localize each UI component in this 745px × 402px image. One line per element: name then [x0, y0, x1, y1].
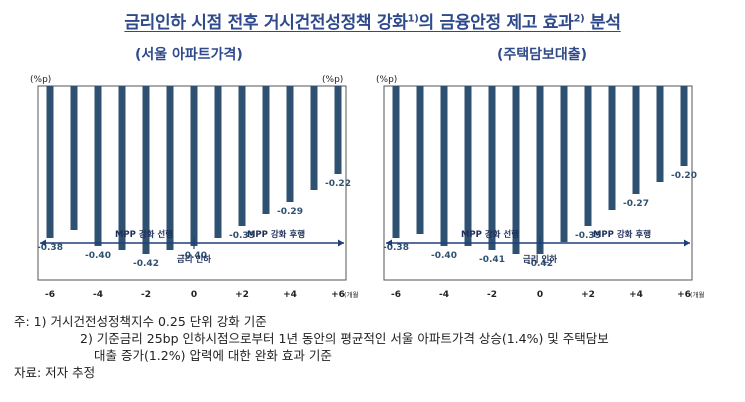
left-bar-chart: (%p) (%p) -0.38 -0.40 -0.42 -0.40 -0.35 -0.29 -0… [30, 75, 358, 300]
left-bar [310, 86, 318, 190]
left-x-tick-label: 0 [191, 290, 197, 300]
right-data-label: -0.27 [623, 199, 649, 209]
right-data-label: -0.42 [527, 259, 553, 269]
right-x-unit: (개월) [690, 290, 704, 299]
left-data-label: -0.29 [277, 207, 303, 217]
left-data-label: -0.40 [85, 251, 111, 261]
left-arrow-head-left [40, 239, 46, 247]
footnotes: 주: 1) 거시건전성정책지수 0.25 단위 강화 기준 2) 기준금리 25… [14, 313, 609, 381]
right-x-tick-label: -6 [391, 290, 401, 300]
footnote-2-cont: 대출 증가(1.2%) 압력에 대한 완화 효과 기준 [94, 348, 332, 363]
right-arrow-head-left [386, 239, 392, 247]
left-bar [262, 86, 270, 214]
left-x-tick-label: -4 [93, 290, 103, 300]
left-bar [166, 86, 174, 250]
right-x-tick-label: +2 [581, 290, 595, 300]
right-data-label: -0.41 [479, 255, 505, 265]
right-data-label: -0.35 [575, 231, 601, 241]
left-bar [214, 86, 222, 238]
right-bar [656, 86, 664, 182]
right-bar [536, 86, 544, 254]
chart-title: 금리인하 시점 전후 거시건전성정책 강화1)의 금융안정 제고 효과2) 분석 [124, 13, 621, 33]
left-x-tick-label: -2 [141, 290, 151, 300]
right-data-label: -0.38 [383, 243, 409, 253]
left-data-label: -0.35 [229, 231, 255, 241]
right-bar [416, 86, 424, 234]
right-bar [608, 86, 616, 210]
right-unit-left: (%p) [376, 75, 397, 85]
right-chart-subtitle: (주택담보대출) [497, 47, 588, 63]
left-after-label: MPP 강화 후행 [247, 229, 305, 240]
left-bar [118, 86, 126, 250]
right-bar [632, 86, 640, 194]
left-bar [334, 86, 342, 174]
right-bar [464, 86, 472, 246]
right-before-label: MPP 강화 선행 [461, 229, 519, 240]
footnote-2: 2) 기준금리 25bp 인하시점으로부터 1년 동안의 평균적인 서울 아파트… [80, 331, 609, 346]
left-data-label: -0.42 [133, 259, 159, 269]
left-bar [46, 86, 54, 238]
source-note: 자료: 저자 추정 [14, 365, 96, 380]
footnote-1: 주: 1) 거시건전성정책지수 0.25 단위 강화 기준 [14, 314, 267, 329]
right-bar [440, 86, 448, 246]
right-bar [488, 86, 496, 250]
left-arrow-head-right [338, 239, 344, 247]
right-x-tick-label: +6 [677, 290, 691, 300]
left-bar [190, 86, 198, 246]
left-bar [286, 86, 294, 202]
right-arrow-head-right [684, 239, 690, 247]
right-event-label: 금리 인하 [523, 254, 557, 265]
left-x-tick-label: +4 [283, 290, 297, 300]
right-data-label: -0.40 [431, 251, 457, 261]
left-unit-left: (%p) [30, 75, 51, 85]
left-x-tick-label: -6 [45, 290, 55, 300]
left-bar [142, 86, 150, 254]
left-chart-subtitle: (서울 아파트가격) [135, 47, 243, 63]
right-bar [512, 86, 520, 254]
left-bar [238, 86, 246, 226]
left-bar [94, 86, 102, 246]
right-x-tick-label: 0 [537, 290, 543, 300]
left-data-label: -0.40 [181, 251, 207, 261]
left-unit-right: (%p) [322, 75, 343, 85]
right-x-tick-label: +4 [629, 290, 643, 300]
right-bar [560, 86, 568, 242]
right-bar [680, 86, 688, 166]
left-x-tick-label: +6 [331, 290, 345, 300]
left-data-label: -0.38 [37, 243, 63, 253]
right-bar [584, 86, 592, 226]
left-x-unit: (개월) [344, 290, 358, 299]
right-bar-chart: (%p) -0.38 -0.40 -0.41 -0.42 -0.35 -0.27 -0.20 M… [376, 75, 704, 300]
left-event-label: 금리 인하 [177, 254, 211, 265]
left-data-label: -0.22 [325, 179, 351, 189]
left-bar [70, 86, 78, 230]
left-before-label: MPP 강화 선행 [115, 229, 173, 240]
left-x-tick-label: +2 [235, 290, 249, 300]
right-after-label: MPP 강화 후행 [593, 229, 651, 240]
right-bar [392, 86, 400, 238]
right-x-tick-label: -4 [439, 290, 449, 300]
right-x-tick-label: -2 [487, 290, 497, 300]
right-data-label: -0.20 [671, 171, 697, 181]
